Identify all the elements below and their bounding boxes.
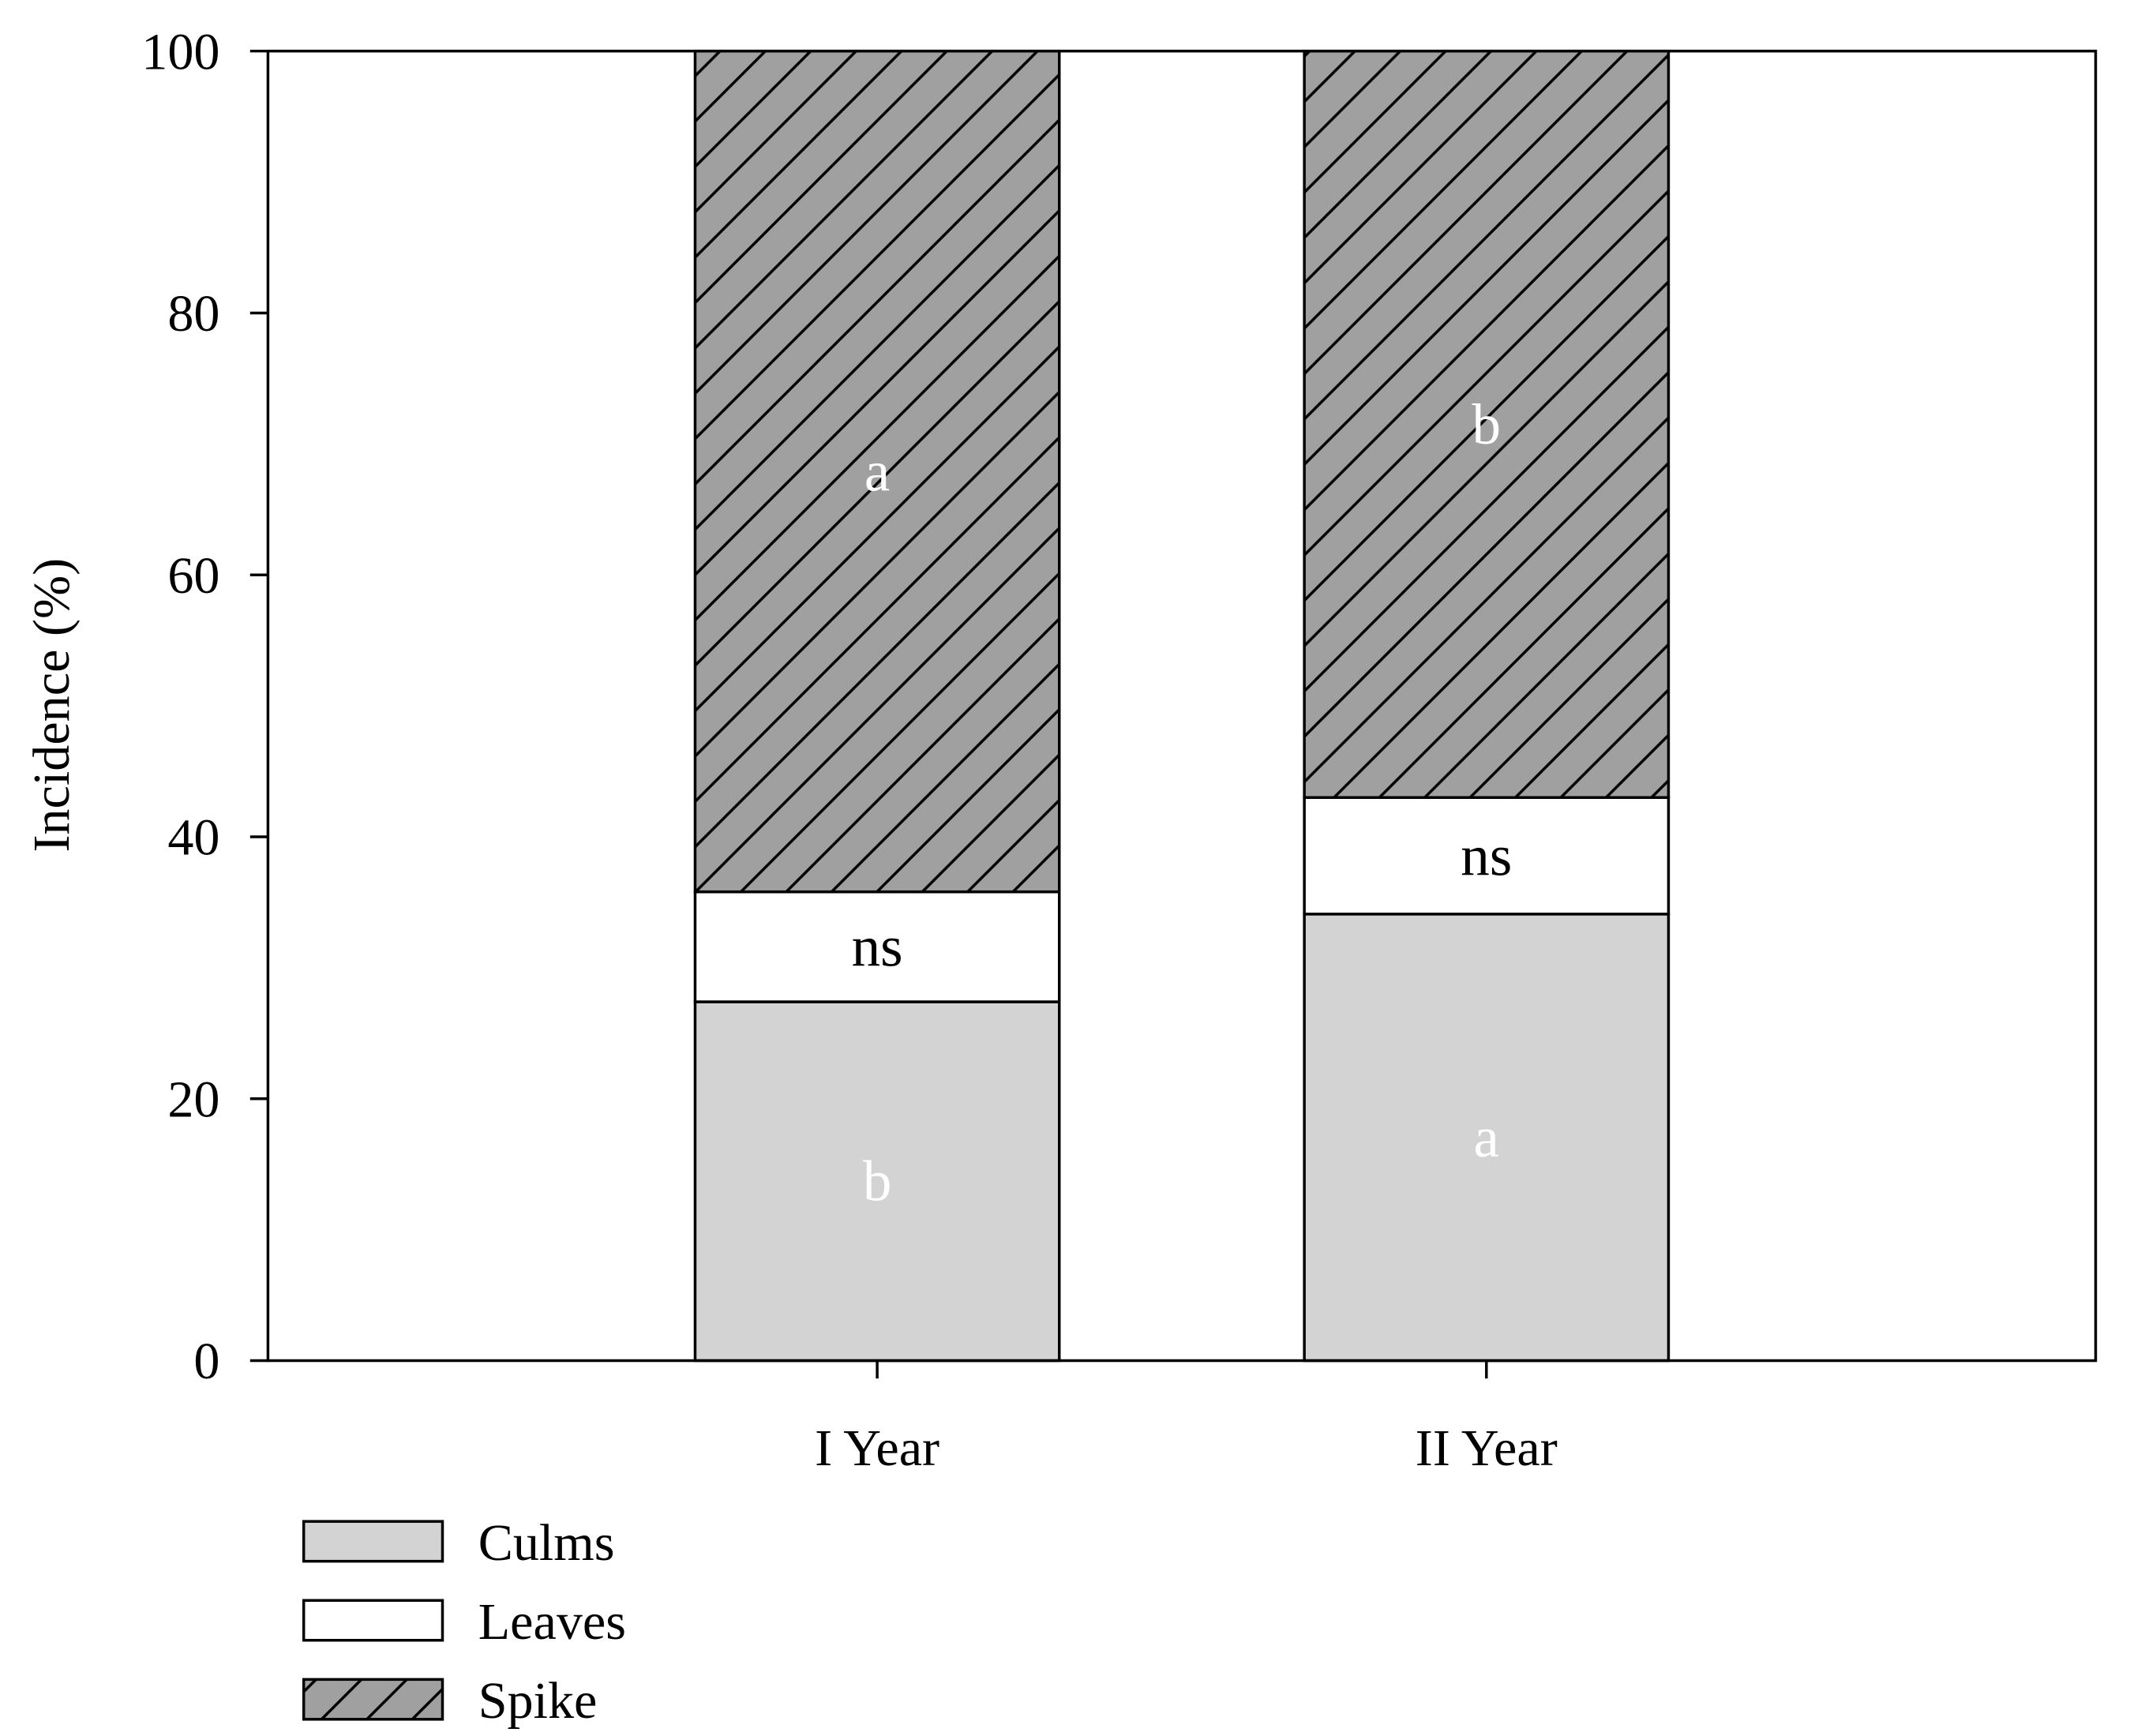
legend-label-spike: Spike bbox=[478, 1672, 598, 1730]
legend-label-culms: Culms bbox=[478, 1514, 615, 1572]
y-tick-label: 100 bbox=[141, 23, 219, 81]
y-tick-label: 20 bbox=[167, 1070, 219, 1128]
bar-leaves-2 bbox=[1303, 796, 1671, 916]
x-tick-label: II Year bbox=[1416, 1419, 1558, 1477]
y-axis-label: Incidence (%) bbox=[23, 558, 81, 853]
legend-swatch-culms bbox=[302, 1520, 444, 1563]
bar-culms-1 bbox=[693, 1000, 1061, 1363]
legend-label-leaves: Leaves bbox=[478, 1593, 626, 1651]
y-tick-label: 60 bbox=[167, 547, 219, 605]
significance-label: b bbox=[863, 1149, 892, 1213]
y-tick-label: 40 bbox=[167, 809, 219, 867]
legend-swatch-spike bbox=[302, 1678, 444, 1721]
significance-label: a bbox=[864, 440, 890, 504]
significance-label: b bbox=[1472, 392, 1502, 456]
plot-frame bbox=[266, 49, 2098, 1363]
legend-swatch-leaves bbox=[302, 1599, 444, 1642]
x-tick-label: I Year bbox=[815, 1419, 939, 1477]
bar-culms-2 bbox=[1303, 913, 1671, 1363]
y-tick-label: 80 bbox=[167, 285, 219, 343]
significance-label: ns bbox=[1461, 823, 1512, 887]
significance-label: ns bbox=[852, 915, 903, 979]
y-tick-label: 0 bbox=[193, 1333, 219, 1390]
significance-label: a bbox=[1474, 1105, 1499, 1169]
bar-leaves-1 bbox=[693, 890, 1061, 1003]
bar-spike-2 bbox=[1303, 49, 1671, 799]
